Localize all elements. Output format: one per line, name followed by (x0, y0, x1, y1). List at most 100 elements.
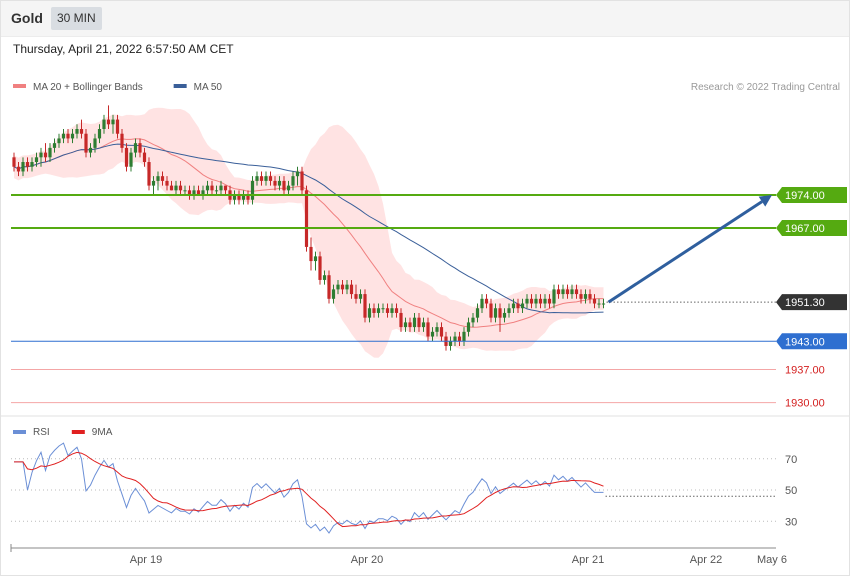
rsi-tick-70: 70 (785, 454, 797, 466)
candle-body (205, 185, 210, 191)
candle-body (484, 298, 489, 304)
candle-body (30, 162, 34, 167)
candle-body (93, 138, 97, 148)
candle-body (543, 298, 547, 304)
candle-body (142, 152, 147, 163)
candle-body (358, 294, 363, 299)
rsi-legend-swatch (13, 430, 26, 434)
rsi-legend-swatch (71, 430, 85, 434)
candle-body (435, 327, 439, 332)
candle-body (147, 162, 151, 186)
candle-body (291, 176, 295, 186)
candle-body (498, 308, 502, 318)
candle-body (588, 294, 592, 299)
candle-body (453, 336, 457, 342)
candle-body (457, 336, 462, 342)
candle-body (25, 162, 30, 167)
level-label-1930.00: 1930.00 (785, 398, 825, 410)
projection-arrowhead (758, 195, 772, 207)
candle-body (219, 185, 223, 191)
candle-body (493, 308, 498, 318)
candle-body (592, 298, 597, 304)
watermark: Research © 2022 Trading Central (691, 82, 840, 93)
candle-body (538, 298, 543, 304)
candle-body (475, 308, 480, 318)
candle-body (277, 180, 282, 186)
chart-datetime: Thursday, April 21, 2022 6:57:50 AM CET (13, 42, 234, 56)
candle-body (48, 147, 52, 158)
candle-body (129, 152, 133, 167)
candle-body (390, 308, 394, 313)
candle-body (502, 312, 507, 318)
level-label-1951.30: 1951.30 (785, 297, 825, 309)
candle-body (489, 303, 493, 318)
candle-body (160, 176, 165, 181)
legend-label: MA 50 (194, 82, 223, 93)
candle-body (520, 303, 525, 309)
candle-body (151, 180, 156, 186)
candle-body (466, 322, 471, 332)
candle-body (547, 298, 552, 304)
level-tag-1943.00 (776, 333, 847, 350)
candle-body (273, 180, 277, 186)
level-label-1967.00: 1967.00 (785, 223, 825, 235)
candle-body (430, 331, 435, 337)
candle-body (318, 256, 322, 280)
candle-body (192, 190, 196, 196)
candle-body (66, 133, 70, 139)
candle-body (133, 143, 138, 153)
candle-body (525, 298, 529, 304)
candle-body (124, 147, 129, 167)
candle-body (210, 185, 214, 191)
candle-body (556, 289, 561, 295)
candle-body (250, 180, 255, 200)
candle-body (421, 322, 426, 328)
candle-body (12, 157, 16, 167)
candle-body (223, 185, 228, 191)
rsi-tick-50: 50 (785, 485, 797, 497)
candle-body (79, 129, 84, 134)
candle-body (376, 308, 381, 313)
candle-body (565, 289, 570, 295)
candle-body (561, 289, 565, 295)
chart-header: Gold 30 MIN (0, 0, 850, 37)
candle-body (57, 138, 61, 144)
level-tag-1974.00 (776, 187, 847, 204)
candle-body (282, 180, 286, 191)
candle-body (313, 256, 318, 262)
candle-body (255, 176, 259, 181)
candle-body (300, 171, 304, 191)
candle-body (286, 185, 291, 191)
candle-body (345, 284, 349, 290)
candle-body (52, 143, 57, 148)
candle-body (322, 275, 327, 280)
candle-body (97, 129, 102, 139)
x-tick-label: Apr 22 (690, 554, 722, 566)
candle-body (34, 157, 39, 163)
candle-body (246, 195, 250, 200)
candle-body (399, 312, 403, 328)
candle-body (507, 308, 511, 313)
candle-body (363, 294, 367, 318)
candle-body (232, 195, 237, 200)
x-tick-label: Apr 19 (130, 554, 162, 566)
candle-body (511, 303, 516, 309)
candle-body (102, 119, 106, 130)
candle-body (309, 246, 313, 262)
x-tick-label: Apr 20 (351, 554, 383, 566)
candle-body (84, 133, 88, 153)
bollinger-band (14, 107, 604, 358)
candle-body (372, 308, 376, 313)
candle-body (426, 322, 430, 337)
candle-body (237, 195, 241, 200)
timeframe-button[interactable]: 30 MIN (51, 7, 102, 30)
candle-body (480, 298, 484, 309)
candle-body (169, 185, 174, 191)
candle-body (43, 152, 48, 158)
candle-body (88, 147, 93, 153)
candle-body (264, 176, 268, 181)
projection-arrow (607, 200, 763, 304)
candle-body (570, 289, 574, 295)
level-tag-1951.30 (776, 294, 847, 311)
